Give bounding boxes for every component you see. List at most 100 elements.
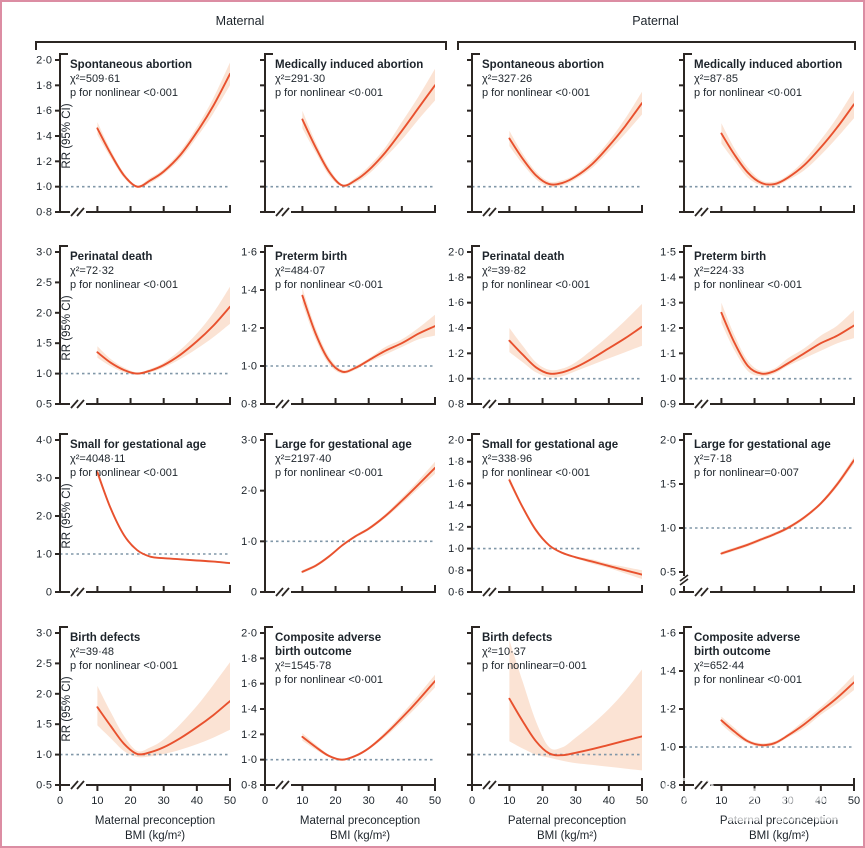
y-tick-label: 1·0 [660,742,676,754]
y-tick-label: 2·5 [36,658,52,670]
y-tick-label: 1·6 [448,478,464,490]
y-tick-label: 2·5 [36,277,52,289]
rr-curve [720,103,854,186]
x-axis-title-line: BMI (kg/m²) [330,830,390,842]
ci-band [509,476,642,579]
x-tick-label: 20 [329,795,341,807]
panel-plot: 3·0 2·0 1·0 0 [241,433,436,599]
panel-perinatal-death-paternal: 2·0 1·8 1·6 1·4 1·2 1·0 0·8 Perinatal death χ²=3… [426,238,652,418]
axes [683,245,855,405]
y-tick-label: 0 [46,587,52,599]
x-tick-label: 0 [262,795,268,807]
y-tick-label: 1·8 [448,456,464,468]
x-tick-label: 50 [636,795,648,807]
ci-band [721,90,854,188]
y-tick-label: 2·0 [660,435,676,447]
axes [264,245,436,405]
y-axis-title: RR (95% CI) [61,676,73,741]
y-tick-label: 0·8 [241,780,257,792]
rr-curve [301,294,435,373]
rr-curve [96,471,230,565]
y-tick-label: 2·0 [36,688,52,700]
y-tick-label: 2·0 [241,485,257,497]
axes [59,433,231,593]
x-tick-label: 40 [815,795,827,807]
axes [264,433,436,593]
ci-band [97,662,230,758]
y-tick-label: 1·4 [660,272,676,284]
y-tick-label: 0·8 [241,399,257,411]
y-tick-label: 0·6 [448,587,464,599]
panel-plot: 3·0 2·5 2·0 1·5 1·0 0·5 RR (95% CI) [36,245,231,411]
y-tick-label: 0·9 [660,399,676,411]
x-tick-label: 50 [224,795,236,807]
y-tick-label: 1·4 [241,704,257,716]
y-tick-label: 1·4 [448,323,464,335]
rr-curve [96,305,230,375]
y-tick-label: 2·0 [241,628,257,640]
y-tick-label: 1·4 [660,666,676,678]
panel-plot: 4·0 3·0 2·0 1·0 0 RR (95% CI) [36,433,231,599]
y-tick-label: 1·0 [660,373,676,385]
panel-plot: 2·0 1·5 1·0 0·5 0 [660,433,855,599]
x-tick-label: 40 [191,795,203,807]
x-tick-label: 0 [681,795,687,807]
panel-large-for-gestational-age-maternal: 3·0 2·0 1·0 0 Large for gestational age χ²=21… [219,426,445,606]
x-axis-title-line: BMI (kg/m²) [537,830,597,842]
panel-preterm-birth-paternal: 1·5 1·4 1·3 1·2 1·1 1·0 0·9 Preterm birth χ²=224… [638,238,863,418]
panel-medically-induced-abortion-paternal: Medically induced abortion χ²=87·85 p for … [638,46,863,226]
y-tick-label: 3·0 [241,435,257,447]
panel-small-for-gestational-age-paternal: 2·0 1·8 1·6 1·4 1·2 1·0 0·8 0·6 Small for gestat… [426,426,652,606]
ci-band [97,62,230,189]
x-axis-title-line: Paternal preconception [720,815,838,827]
y-tick-label: 1·5 [36,719,52,731]
panel-plot: 0 10 20 30 40 50 Paternal preconception BMI (kg… [467,626,648,842]
y-tick-label: 1·2 [448,521,464,533]
y-tick-label: 0·5 [36,399,52,411]
y-tick-label: 2·0 [36,307,52,319]
panel-birth-defects-maternal: 3·0 2·5 2·0 1·5 1·0 0·5 0 10 20 30 40 50 Maternal pr… [14,619,240,846]
y-tick-label: 1·3 [660,297,676,309]
y-tick-label: 0·8 [36,207,52,219]
panel-composite-adverse-birth-outcome-maternal: 2·0 1·8 1·6 1·4 1·2 1·0 0·8 0 10 20 30 40 50 Maternal… [219,619,445,846]
y-tick-label: 1·0 [241,754,257,766]
rr-curve [301,466,435,573]
y-tick-label: 0·5 [660,567,676,579]
y-tick-label: 1·2 [660,704,676,716]
y-axis-title: RR (95% CI) [61,295,73,360]
y-tick-label: 1·0 [36,368,52,380]
y-tick-label: 0·8 [448,565,464,577]
y-tick-label: 3·0 [36,247,52,259]
panel-plot: 2·0 1·8 1·6 1·4 1·2 1·0 0·8 RR (95% CI) [36,53,231,219]
x-axis-title-line: Maternal preconception [95,815,215,827]
y-tick-label: 1·2 [241,323,257,335]
y-tick-label: 4·0 [36,435,52,447]
rr-curve [96,72,230,188]
y-tick-label: 1·5 [660,479,676,491]
panel-composite-adverse-birth-outcome-paternal: 1·6 1·4 1·2 1·0 0·8 0 10 20 30 40 50 Paternal preco… [638,619,863,846]
rr-curve [508,102,642,186]
ci-band [721,302,854,377]
x-tick-label: 20 [748,795,760,807]
axes [683,433,855,593]
rr-curve [508,325,642,375]
y-tick-label: 2·0 [36,511,52,523]
x-tick-label: 40 [396,795,408,807]
ci-band [97,286,230,375]
y-tick-label: 0·8 [448,399,464,411]
group-header-paternal: Paternal [632,14,679,28]
y-tick-label: 1·0 [36,549,52,561]
y-tick-label: 1·4 [448,500,464,512]
ci-band [509,303,642,378]
y-tick-label: 2·0 [448,247,464,259]
y-tick-label: 1·0 [36,749,52,761]
maternal-bracket [35,41,447,50]
x-tick-label: 10 [296,795,308,807]
panel-plot: 2·0 1·8 1·6 1·4 1·2 1·0 0·8 0 10 20 30 40 50 Maternal… [241,626,441,842]
y-tick-label: 1·5 [660,247,676,259]
y-tick-label: 1·0 [660,523,676,535]
svg-text:0: 0 [670,587,676,599]
x-tick-label: 50 [848,795,860,807]
group-header-maternal: Maternal [215,14,265,28]
